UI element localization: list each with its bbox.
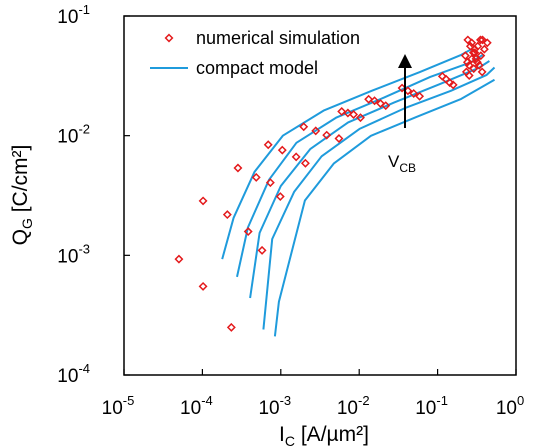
- sim-point: [265, 178, 275, 188]
- y-tick-label: 10-1: [57, 2, 90, 28]
- sim-point: [474, 60, 484, 70]
- sim-point: [299, 122, 309, 132]
- x-tick-label: 10-2: [337, 393, 370, 419]
- sim-point: [478, 35, 487, 45]
- compact-model-line-4: [262, 66, 496, 330]
- plot-border: [123, 15, 517, 376]
- sim-point: [477, 67, 487, 77]
- sim-point: [349, 110, 359, 119]
- sim-point: [277, 145, 287, 155]
- sim-point: [226, 322, 236, 332]
- legend: numerical simulation compact model: [150, 28, 360, 78]
- sim-point: [263, 140, 273, 150]
- sim-point: [464, 71, 474, 81]
- x-tick-label: 10-5: [102, 393, 135, 419]
- vcb-arrow-head: [398, 54, 412, 68]
- sim-point: [198, 196, 208, 206]
- sim-point: [460, 51, 470, 61]
- compact-model-line-2: [236, 54, 484, 278]
- x-tick-label: 100: [496, 393, 524, 419]
- sim-point: [322, 130, 332, 140]
- sim-point: [251, 172, 261, 182]
- sim-point: [476, 51, 486, 61]
- sim-point: [479, 44, 489, 54]
- sim-point: [472, 57, 482, 67]
- sim-point: [174, 254, 184, 264]
- compact-model-line-5: [273, 78, 495, 337]
- sim-point: [356, 113, 365, 123]
- sim-point: [300, 158, 310, 168]
- sim-point: [467, 38, 477, 48]
- sim-point: [475, 35, 485, 45]
- sim-point: [334, 134, 344, 143]
- x-tick-label: 10-1: [415, 393, 448, 419]
- sim-point: [376, 99, 385, 109]
- sim-point: [343, 108, 353, 118]
- sim-point: [471, 54, 481, 64]
- x-axis-title: IC [A/µm²]: [279, 423, 369, 448]
- sim-point: [470, 44, 480, 54]
- sim-point: [243, 227, 253, 237]
- sim-point: [311, 126, 321, 136]
- y-axis-title: QG [C/cm²]: [9, 145, 35, 246]
- sim-point: [257, 245, 267, 255]
- y-tick-label: 10-2: [57, 122, 90, 148]
- sim-point: [233, 163, 243, 173]
- sim-point: [415, 91, 425, 101]
- sim-point: [198, 281, 208, 291]
- sim-point: [275, 192, 285, 201]
- compact-model-line-3: [249, 60, 490, 299]
- x-tick-label: 10-3: [258, 393, 291, 419]
- sim-point: [291, 152, 301, 162]
- compact-model-lines: [221, 48, 496, 337]
- vcb-annotation: VCB: [388, 54, 416, 175]
- sim-point: [462, 57, 472, 67]
- y-tick-label: 10-3: [57, 241, 90, 267]
- legend-label-numerical-simulation: numerical simulation: [196, 28, 360, 48]
- sim-point: [222, 210, 232, 220]
- legend-marker-numerical-simulation: [164, 33, 174, 43]
- x-tick-label: 10-4: [180, 393, 213, 419]
- sim-point: [370, 96, 380, 106]
- numerical-simulation-markers: [174, 35, 492, 332]
- compact-model-line-1: [221, 48, 472, 260]
- sim-point: [337, 107, 347, 116]
- x-axis: 10-5 10-4 10-3 10-2 10-1 100: [102, 369, 524, 419]
- sim-point: [364, 94, 374, 104]
- sim-point: [409, 89, 419, 98]
- legend-label-compact-model: compact model: [196, 58, 318, 78]
- sim-point: [448, 80, 458, 90]
- y-axis: 10-4 10-3 10-2 10-1: [57, 2, 130, 387]
- sim-point: [469, 64, 479, 74]
- sim-point: [381, 101, 391, 111]
- plot-frame: [123, 15, 517, 376]
- y-tick-label: 10-4: [57, 361, 90, 387]
- vcb-label: VCB: [388, 152, 416, 175]
